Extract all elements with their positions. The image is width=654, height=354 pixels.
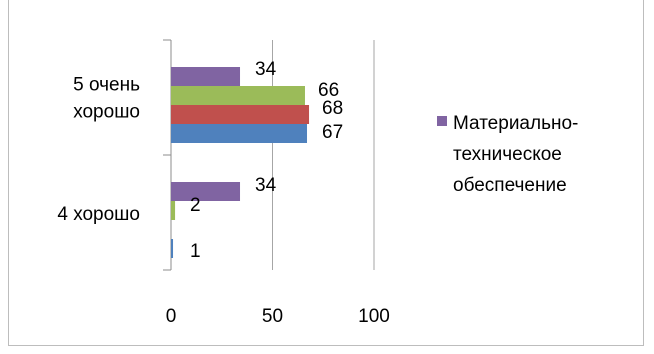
bar	[171, 239, 174, 258]
data-label: 1	[190, 241, 201, 262]
bars	[171, 67, 310, 258]
category-label: 5 очень	[73, 75, 140, 96]
x-tick-label: 100	[358, 306, 390, 327]
bar	[171, 105, 310, 124]
axes	[163, 39, 172, 271]
legend-label: Материально- техническое обеспечение	[453, 108, 643, 201]
legend-swatch	[437, 116, 447, 126]
category-label: 4 хорошо	[57, 204, 140, 225]
x-tick-label: 50	[262, 306, 283, 327]
data-label: 66	[318, 80, 339, 101]
data-label: 67	[322, 122, 343, 143]
data-label: 68	[322, 98, 343, 119]
x-tick-label: 0	[166, 306, 177, 327]
legend-label-line-1: Материально-	[453, 113, 579, 134]
bar	[171, 182, 241, 201]
bar	[171, 67, 241, 86]
data-label: 34	[255, 175, 277, 196]
chart-frame	[8, 0, 644, 346]
category-label: хорошо	[73, 102, 140, 123]
bar	[171, 86, 305, 105]
data-label: 2	[190, 195, 201, 216]
gridlines	[272, 40, 375, 270]
data-label: 34	[255, 59, 277, 80]
legend-label-line-3: обеспечение	[453, 175, 567, 196]
bar	[171, 201, 176, 220]
legend-label-line-2: техническое	[453, 144, 562, 165]
bar	[171, 124, 308, 143]
